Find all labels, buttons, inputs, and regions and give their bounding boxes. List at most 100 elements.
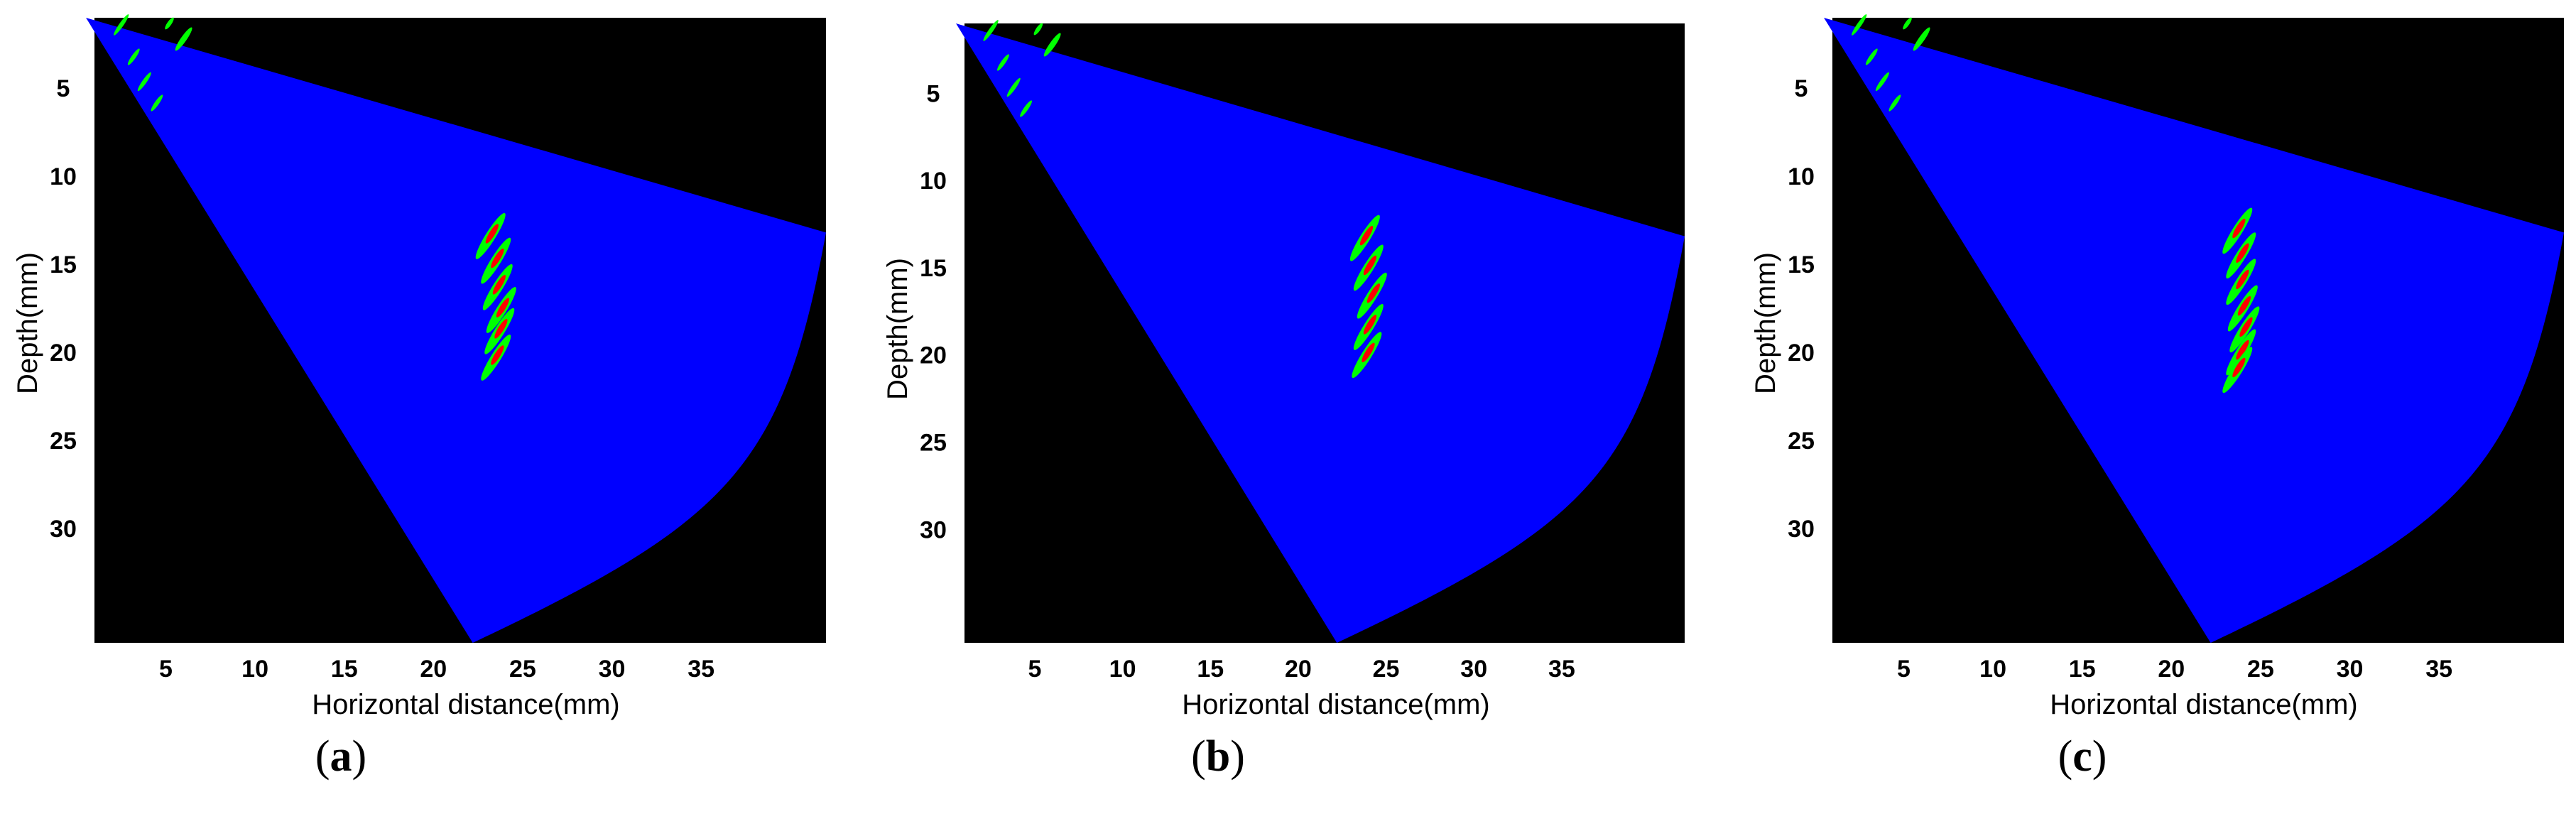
y-tick-label: 5 — [1795, 75, 1808, 102]
near-field-echo — [1033, 23, 1043, 36]
y-tick-label: 25 — [50, 428, 77, 455]
x-tick-label: 30 — [599, 656, 626, 683]
x-tick-label: 20 — [420, 656, 447, 683]
echo-core — [2236, 243, 2249, 263]
panel-caption: (a) — [315, 732, 367, 781]
near-field-echo — [1006, 77, 1021, 97]
x-tick-label: 20 — [1285, 656, 1312, 683]
echo-core — [2232, 218, 2246, 239]
x-tick-label: 25 — [509, 656, 536, 683]
y-tick-label: 20 — [920, 342, 947, 369]
near-field-echo — [165, 17, 174, 30]
near-field-echo — [1865, 48, 1878, 65]
near-field-echo — [175, 27, 192, 51]
y-tick-label: 20 — [50, 340, 77, 367]
defect-echo — [2229, 306, 2260, 353]
echo-core — [491, 248, 504, 268]
defect-echo — [1353, 244, 1384, 291]
echo-core — [1363, 315, 1377, 335]
echo-core — [1363, 255, 1377, 276]
echo-core — [492, 275, 506, 295]
x-tick-label: 30 — [1460, 656, 1487, 683]
near-field-echo — [1020, 100, 1032, 117]
defect-echo — [1352, 332, 1382, 379]
near-field-echo — [114, 14, 129, 36]
y-axis-label: Depth(mm) — [1750, 252, 1781, 394]
y-tick-label: 30 — [920, 516, 947, 543]
echo-core — [2239, 317, 2253, 337]
near-field-echo — [1875, 72, 1889, 92]
x-tick-label: 25 — [2247, 656, 2274, 683]
echo-core — [2237, 295, 2251, 316]
x-tick-label: 30 — [2337, 656, 2364, 683]
near-field-echo — [1913, 27, 1930, 51]
echo-core — [2236, 269, 2249, 290]
defect-echo — [1357, 272, 1387, 319]
chart-panel-a: 5 10 15 20 25 30 35 5 10 15 20 25 30 Horizontal dista… — [0, 0, 838, 814]
x-tick-label: 35 — [2425, 656, 2452, 683]
echo-core — [491, 345, 504, 365]
x-tick-label: 5 — [1028, 656, 1041, 683]
defect-echo — [2226, 329, 2256, 376]
y-tick-label: 10 — [1788, 163, 1815, 190]
near-field-echo — [983, 20, 999, 41]
x-tick-label: 5 — [1897, 656, 1911, 683]
defect-echo — [486, 287, 516, 333]
x-tick-label: 10 — [1109, 656, 1136, 683]
defect-echo — [1353, 303, 1384, 350]
near-field-echo — [1888, 94, 1901, 112]
scan-sector — [1824, 18, 2564, 643]
chart-panel-c: 5 10 15 20 25 30 35 5 10 15 20 25 30 Horizontal dista… — [1738, 0, 2576, 814]
y-tick-label: 10 — [920, 168, 947, 195]
scan-sector — [86, 18, 826, 643]
x-tick-label: 15 — [1197, 656, 1224, 683]
defect-echo — [2222, 207, 2253, 254]
panel-caption: (b) — [1191, 732, 1245, 781]
echo-core — [485, 224, 499, 244]
y-tick-label: 5 — [57, 75, 70, 102]
near-field-echo — [1043, 33, 1061, 57]
panel-caption: (c) — [2058, 732, 2107, 781]
sector-scan-plot: 5 10 15 20 25 30 35 5 10 15 20 25 30 Horizontal dista… — [12, 14, 826, 720]
near-field-echo — [137, 72, 151, 92]
defect-echo — [482, 264, 513, 310]
echo-core — [1366, 283, 1381, 303]
scan-sector — [956, 23, 1685, 643]
near-field-echo — [1852, 14, 1867, 36]
chart-panel-b: 5 10 15 20 25 30 35 5 10 15 20 25 30 Horizontal dista… — [870, 0, 1708, 814]
y-tick-label: 15 — [920, 255, 947, 282]
y-tick-label: 25 — [920, 430, 947, 457]
defect-echo — [484, 308, 515, 354]
near-field-echo — [151, 94, 163, 112]
x-tick-label: 25 — [1373, 656, 1400, 683]
x-tick-label: 15 — [331, 656, 358, 683]
defect-echo — [1349, 215, 1380, 261]
defect-echo — [475, 212, 506, 259]
echo-core — [2236, 340, 2249, 360]
sector-scan-plot: 5 10 15 20 25 30 35 5 10 15 20 25 30 Horizontal dista… — [882, 20, 1685, 720]
x-axis-label: Horizontal distance(mm) — [312, 689, 619, 720]
x-tick-label: 35 — [1548, 656, 1575, 683]
y-tick-label: 15 — [1788, 251, 1815, 278]
echo-core — [496, 298, 510, 318]
y-tick-label: 30 — [1788, 516, 1815, 543]
echo-core — [494, 319, 508, 339]
near-field-echo — [127, 48, 140, 65]
echo-core — [1362, 342, 1375, 363]
x-tick-label: 15 — [2069, 656, 2096, 683]
y-tick-label: 25 — [1788, 428, 1815, 455]
y-tick-label: 5 — [927, 80, 940, 107]
echo-core — [2232, 357, 2246, 378]
x-axis-label: Horizontal distance(mm) — [2050, 689, 2357, 720]
y-tick-label: 20 — [1788, 340, 1815, 367]
x-tick-label: 20 — [2158, 656, 2185, 683]
defect-echo — [481, 334, 511, 381]
x-tick-label: 35 — [688, 656, 714, 683]
y-tick-label: 10 — [50, 163, 77, 190]
y-tick-label: 15 — [50, 251, 77, 278]
defect-echo — [2226, 232, 2256, 279]
x-tick-label: 10 — [1979, 656, 2006, 683]
x-tick-label: 10 — [241, 656, 268, 683]
y-tick-label: 30 — [50, 516, 77, 543]
echo-core — [1359, 226, 1374, 246]
